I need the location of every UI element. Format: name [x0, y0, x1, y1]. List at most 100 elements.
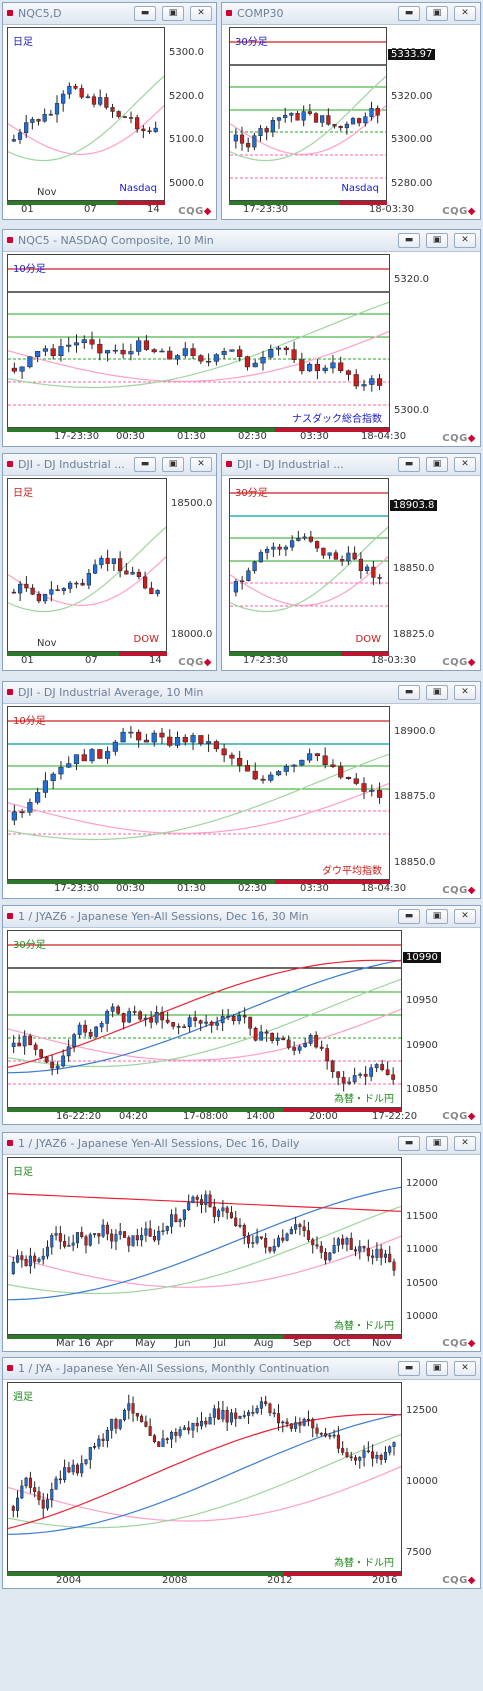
minimize-button[interactable]: ▬	[134, 6, 156, 21]
chart-plot-area[interactable]	[229, 27, 387, 201]
window-titlebar[interactable]: NQC5 - NASDAQ Composite, 10 Min ▬ ▣ ✕	[3, 230, 480, 252]
minimize-button[interactable]: ▬	[398, 233, 420, 248]
restore-button[interactable]: ▣	[426, 6, 448, 21]
window-titlebar[interactable]: 1 / JYAZ6 - Japanese Yen-All Sessions, D…	[3, 906, 480, 928]
restore-button[interactable]: ▣	[426, 1361, 448, 1376]
moving-average-line	[8, 1433, 401, 1529]
close-button[interactable]: ✕	[454, 1361, 476, 1376]
candle-body	[36, 593, 41, 602]
y-axis-tick: 5320.0	[394, 274, 429, 285]
close-button[interactable]: ✕	[190, 457, 212, 472]
minimize-button[interactable]: ▬	[398, 1361, 420, 1376]
candle-body	[104, 97, 109, 108]
window-titlebar[interactable]: NQC5,D ▬ ▣ ✕	[3, 3, 216, 25]
restore-button[interactable]: ▣	[426, 1136, 448, 1151]
symbol-label: ナスダック総合指数	[292, 414, 382, 425]
moving-average-line	[8, 959, 401, 1074]
candle-body	[379, 1248, 383, 1258]
candle-body	[35, 351, 41, 358]
candle-body	[89, 749, 95, 762]
candle-body	[144, 1421, 148, 1427]
candle-body	[330, 764, 336, 767]
candle-body	[80, 1232, 84, 1237]
y-axis-tick: 10000	[406, 1311, 438, 1322]
candle-body	[332, 124, 337, 127]
candle-body	[259, 1401, 263, 1409]
minimize-button[interactable]: ▬	[398, 1136, 420, 1151]
restore-button[interactable]: ▣	[162, 6, 184, 21]
candle-body	[264, 128, 269, 133]
candle-body	[93, 1233, 97, 1235]
window-titlebar[interactable]: DJI - DJ Industrial ... ▬ ▣ ✕	[3, 454, 216, 476]
x-axis-tick: Jun	[175, 1338, 191, 1349]
chart-window-w4[interactable]: DJI - DJ Industrial ... ▬ ▣ ✕ 日足 DOW 18500.0 18…	[2, 453, 217, 671]
close-button[interactable]: ✕	[454, 457, 476, 472]
candle-body	[291, 349, 297, 360]
candle-body	[120, 731, 126, 743]
chart-plot-area[interactable]	[7, 930, 402, 1108]
close-button[interactable]: ✕	[454, 233, 476, 248]
chart-plot-area[interactable]	[7, 254, 390, 428]
close-button[interactable]: ✕	[454, 1136, 476, 1151]
restore-button[interactable]: ▣	[426, 685, 448, 700]
cqg-mark-icon: ◆	[467, 885, 476, 896]
candle-body	[135, 1412, 139, 1417]
y-axis-tick: 11500	[406, 1211, 438, 1222]
restore-button[interactable]: ▣	[426, 233, 448, 248]
cqg-mark-icon: ◆	[203, 657, 212, 668]
chart-window-w6[interactable]: DJI - DJ Industrial Average, 10 Min ▬ ▣ ✕ 10…	[2, 681, 481, 899]
candle-body	[68, 582, 73, 589]
chart-window-w3[interactable]: NQC5 - NASDAQ Composite, 10 Min ▬ ▣ ✕ 10分足 ナス…	[2, 229, 481, 447]
chart-plot-area[interactable]	[7, 706, 390, 880]
restore-button[interactable]: ▣	[426, 457, 448, 472]
close-button[interactable]: ✕	[190, 6, 212, 21]
candle-body	[353, 778, 359, 784]
restore-button[interactable]: ▣	[426, 909, 448, 924]
candle-body	[246, 143, 251, 148]
candle-body	[244, 356, 251, 368]
x-axis-tick: 03:30	[300, 883, 329, 894]
close-button[interactable]: ✕	[454, 685, 476, 700]
chart-window-w2[interactable]: COMP30▬▣✕30分足Nasdaq5340.005320.005300.00…	[221, 2, 481, 220]
window-titlebar[interactable]: DJI - DJ Industrial Average, 10 Min ▬ ▣ ✕	[3, 682, 480, 704]
minimize-button[interactable]: ▬	[398, 909, 420, 924]
chart-plot-area[interactable]	[7, 27, 165, 201]
window-titlebar[interactable]: COMP30 ▬ ▣ ✕	[222, 3, 480, 25]
chart-window-w9[interactable]: 1 / JYA - Japanese Yen-All Sessions, Mon…	[2, 1357, 481, 1589]
candle-body	[73, 342, 80, 346]
moving-average-line	[8, 301, 389, 389]
chart-window-w8[interactable]: 1 / JYAZ6 - Japanese Yen-All Sessions, D…	[2, 1132, 481, 1352]
window-titlebar[interactable]: 1 / JYAZ6 - Japanese Yen-All Sessions, D…	[3, 1133, 480, 1155]
minimize-button[interactable]: ▬	[398, 685, 420, 700]
cqg-logo: CQG◆	[442, 206, 476, 217]
candle-body	[349, 1238, 353, 1250]
x-axis-subtick: Nov	[37, 638, 57, 649]
window-titlebar[interactable]: DJI - DJ Industrial ... ▬ ▣ ✕	[222, 454, 480, 476]
chart-plot-area[interactable]	[7, 1382, 402, 1572]
candle-body	[157, 1441, 161, 1447]
minimize-button[interactable]: ▬	[134, 457, 156, 472]
candle-body	[55, 1065, 60, 1069]
chart-window-w1[interactable]: NQC5,D ▬ ▣ ✕ 日足 Nasdaq 5300.0 5200.0 5100.0 5000.…	[2, 2, 217, 220]
chart-plot-area[interactable]	[7, 1157, 402, 1335]
close-button[interactable]: ✕	[454, 6, 476, 21]
window-icon	[226, 10, 232, 16]
chart-window-w7[interactable]: 1 / JYAZ6 - Japanese Yen-All Sessions, D…	[2, 905, 481, 1125]
minimize-button[interactable]: ▬	[398, 6, 420, 21]
restore-button[interactable]: ▣	[162, 457, 184, 472]
candle-body	[237, 349, 243, 357]
close-button[interactable]: ✕	[454, 909, 476, 924]
chart-plot-area[interactable]	[7, 478, 167, 652]
candle-body	[283, 766, 289, 772]
chart-plot-area[interactable]	[229, 478, 389, 652]
candle-body	[341, 1238, 345, 1245]
candle-body	[147, 130, 152, 133]
candle-body	[270, 1032, 275, 1041]
candle-body	[290, 540, 295, 548]
chart-window-w5[interactable]: DJI - DJ Industrial ...▬▣✕30分足DOW18875.0…	[221, 453, 481, 671]
candle-body	[314, 363, 320, 372]
window-titlebar[interactable]: 1 / JYA - Japanese Yen-All Sessions, Mon…	[3, 1358, 480, 1380]
minimize-button[interactable]: ▬	[398, 457, 420, 472]
candle-body	[165, 1019, 170, 1023]
candle-body	[50, 1488, 54, 1500]
